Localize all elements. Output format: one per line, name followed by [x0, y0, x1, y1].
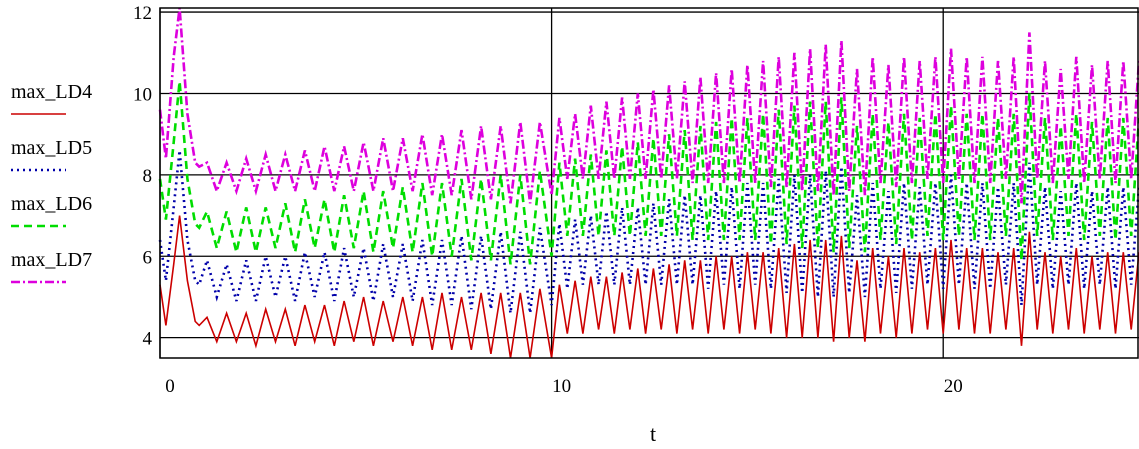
series-line-3 [158, 81, 1139, 265]
y-tick-label: 4 [143, 329, 153, 350]
y-tick-labels: 4 6 8 10 12 [133, 3, 153, 350]
legend-label-3: max_LD6 [11, 193, 92, 215]
x-tick-label: 10 [552, 376, 571, 397]
legend-label-2: max_LD5 [11, 137, 92, 159]
x-tick-label: 0 [165, 376, 175, 397]
legend: max_LD4 max_LD5 max_LD6 max_LD7 [11, 81, 92, 284]
series-line-4 [158, 7, 1139, 204]
y-tick-label: 12 [133, 3, 152, 24]
legend-label-1: max_LD4 [11, 81, 92, 103]
y-tick-label: 6 [143, 247, 153, 268]
y-tick-label: 8 [143, 166, 153, 187]
x-tick-label: 20 [944, 376, 963, 397]
x-tick-labels: 0 10 20 [165, 376, 962, 397]
series-layer [158, 7, 1139, 359]
y-tick-label: 10 [133, 84, 152, 105]
plot-frame [159, 7, 1139, 359]
series-line-2 [158, 150, 1139, 314]
legend-label-4: max_LD7 [11, 249, 92, 271]
series-line-1 [159, 215, 1139, 359]
x-axis-label: t [650, 421, 656, 446]
